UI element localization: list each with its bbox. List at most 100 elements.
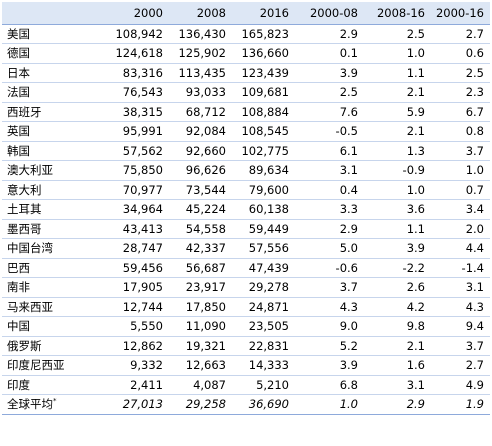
country-name: 德国 [2,43,114,64]
value-2000: 38,315 [114,102,169,122]
growth-2000-08: 0.1 [295,43,364,64]
growth-2000-16: 2.7 [431,355,490,376]
growth-2000-16: 2.5 [431,63,490,83]
table-row: 南非 17,905 23,917 29,278 3.7 2.6 3.1 [2,277,490,298]
value-2008: 42,337 [169,238,232,259]
header-2000-08: 2000-08 [295,2,364,25]
country-name: 美国 [2,24,114,44]
country-name: 英国 [2,121,114,142]
footnote-mark: * [53,397,57,406]
growth-2008-16: 2.1 [364,336,431,356]
growth-2008-16: -2.2 [364,258,431,278]
value-2000: 28,747 [114,238,169,259]
country-name: 西班牙 [2,102,114,122]
value-2016: 165,823 [232,24,295,44]
growth-2000-08: 4.3 [295,297,364,317]
total-label-cell: 全球平均* [2,394,114,415]
value-2008: 113,435 [169,63,232,83]
growth-2000-16: -1.4 [431,258,490,278]
header-2008: 2008 [169,2,232,25]
total-growth-2008-16: 2.9 [364,394,431,415]
value-2008: 92,084 [169,121,232,142]
growth-2000-08: 3.9 [295,63,364,83]
total-label: 全球平均 [7,397,53,412]
growth-2000-08: 2.5 [295,82,364,103]
table-row: 巴西 59,456 56,687 47,439 -0.6 -2.2 -1.4 [2,258,490,278]
country-name: 南非 [2,277,114,298]
table-row: 西班牙 38,315 68,712 108,884 7.6 5.9 6.7 [2,102,490,122]
growth-2000-08: 9.0 [295,316,364,337]
value-2000: 5,550 [114,316,169,337]
header-country [2,2,114,25]
value-2008: 19,321 [169,336,232,356]
growth-2000-16: 1.0 [431,160,490,181]
country-name: 日本 [2,63,114,83]
table-row: 法国 76,543 93,033 109,681 2.5 2.1 2.3 [2,82,490,103]
value-2016: 136,660 [232,43,295,64]
value-2008: 45,224 [169,199,232,220]
growth-2008-16: 2.1 [364,121,431,142]
value-2016: 22,831 [232,336,295,356]
value-2000: 12,862 [114,336,169,356]
growth-2008-16: 2.5 [364,24,431,44]
growth-2000-16: 4.3 [431,297,490,317]
growth-2008-16: 2.6 [364,277,431,298]
total-row: 全球平均* 27,013 29,258 36,690 1.0 2.9 1.9 [2,394,490,415]
growth-2008-16: 1.6 [364,355,431,376]
growth-2000-08: 7.6 [295,102,364,122]
table-row: 土耳其 34,964 45,224 60,138 3.3 3.6 3.4 [2,199,490,220]
growth-2000-08: 5.2 [295,336,364,356]
value-2016: 109,681 [232,82,295,103]
value-2000: 76,543 [114,82,169,103]
value-2008: 56,687 [169,258,232,278]
table-row: 中国 5,550 11,090 23,505 9.0 9.8 9.4 [2,316,490,337]
growth-2008-16: 5.9 [364,102,431,122]
value-2008: 23,917 [169,277,232,298]
table-row: 澳大利亚 75,850 96,626 89,634 3.1 -0.9 1.0 [2,160,490,181]
growth-2008-16: 3.1 [364,375,431,395]
growth-2008-16: 3.6 [364,199,431,220]
growth-2000-16: 3.1 [431,277,490,298]
growth-2008-16: 1.0 [364,43,431,64]
total-growth-2000-08: 1.0 [295,394,364,415]
growth-2000-16: 0.7 [431,180,490,200]
value-2016: 23,505 [232,316,295,337]
value-2000: 12,744 [114,297,169,317]
value-2016: 102,775 [232,141,295,161]
value-2008: 73,544 [169,180,232,200]
table-body: 美国 108,942 136,430 165,823 2.9 2.5 2.7 德国 124,61… [2,24,490,415]
growth-2008-16: 9.8 [364,316,431,337]
value-2016: 123,439 [232,63,295,83]
growth-2000-08: 2.9 [295,24,364,44]
total-value-2016: 36,690 [232,394,295,415]
growth-2000-08: -0.5 [295,121,364,142]
total-growth-2000-16: 1.9 [431,394,490,415]
table-row: 德国 124,618 125,902 136,660 0.1 1.0 0.6 [2,43,490,64]
value-2008: 93,033 [169,82,232,103]
growth-2000-16: 4.4 [431,238,490,259]
table-row: 印度尼西亚 9,332 12,663 14,333 3.9 1.6 2.7 [2,355,490,376]
header-2016: 2016 [232,2,295,25]
header-row: 2000 2008 2016 2000-08 2008-16 2000-16 [2,2,490,25]
value-2008: 96,626 [169,160,232,181]
country-name: 巴西 [2,258,114,278]
country-name: 墨西哥 [2,219,114,239]
country-name: 俄罗斯 [2,336,114,356]
value-2008: 54,558 [169,219,232,239]
table-row: 意大利 70,977 73,544 79,600 0.4 1.0 0.7 [2,180,490,200]
growth-2000-16: 3.4 [431,199,490,220]
value-2016: 24,871 [232,297,295,317]
growth-2000-08: 0.4 [295,180,364,200]
growth-2000-16: 4.9 [431,375,490,395]
growth-2000-08: 3.9 [295,355,364,376]
value-2016: 14,333 [232,355,295,376]
growth-2008-16: 1.1 [364,63,431,83]
value-2000: 43,413 [114,219,169,239]
growth-2000-08: 3.3 [295,199,364,220]
growth-2000-16: 0.8 [431,121,490,142]
country-name: 澳大利亚 [2,160,114,181]
growth-2000-16: 2.3 [431,82,490,103]
value-2000: 59,456 [114,258,169,278]
table-header: 2000 2008 2016 2000-08 2008-16 2000-16 [2,2,490,25]
value-2008: 92,660 [169,141,232,161]
